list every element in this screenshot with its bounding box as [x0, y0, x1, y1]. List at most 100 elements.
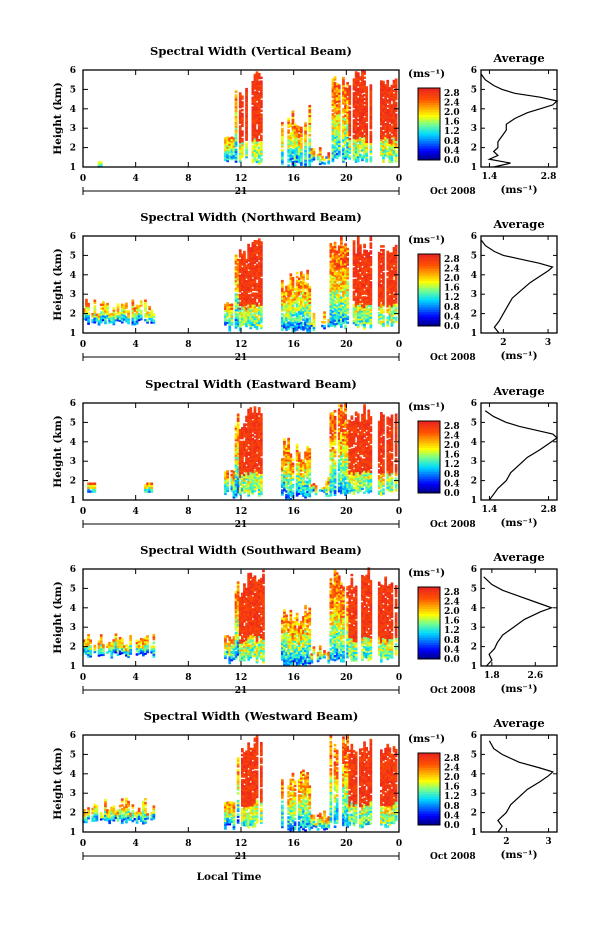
heatmap-cell: [224, 482, 227, 486]
heatmap-cell: [260, 452, 263, 455]
heatmap-cell: [224, 492, 227, 496]
colorbar-band: [418, 285, 440, 289]
heatmap-cell: [228, 147, 232, 150]
heatmap-cell: [367, 290, 371, 294]
colorbar-tick-label: 2.0: [444, 274, 460, 284]
heatmap-cell: [249, 256, 253, 260]
heatmap-cell: [245, 264, 248, 268]
heatmap-cell: [253, 478, 257, 481]
heatmap-cell: [344, 114, 347, 117]
heatmap-cell: [247, 303, 250, 307]
heatmap-cell: [356, 136, 360, 139]
heatmap-cell: [335, 271, 339, 275]
heatmap-cell: [238, 489, 242, 492]
heatmap-cell: [236, 270, 240, 273]
heatmap-cell: [238, 326, 242, 330]
heatmap-cell: [384, 90, 387, 93]
heatmap-cell: [314, 485, 318, 488]
heatmap-cell: [342, 300, 345, 303]
heatmap-cell: [333, 245, 337, 248]
heatmap-cell: [224, 152, 227, 156]
heatmap-cell: [241, 112, 244, 116]
heatmap-cell: [333, 301, 337, 305]
heatmap-cell: [104, 312, 107, 315]
heatmap-cell: [257, 482, 261, 486]
heatmap-cell: [251, 449, 255, 452]
heatmap-cell: [245, 148, 248, 151]
heatmap-cell: [367, 281, 371, 284]
heatmap-cell: [384, 115, 387, 118]
heatmap-cell: [333, 251, 337, 254]
heatmap-cell: [251, 133, 255, 136]
heatmap-cell: [354, 302, 358, 305]
heatmap-cell: [329, 464, 333, 468]
heatmap-cell: [243, 312, 246, 316]
heatmap-cell: [241, 276, 244, 280]
heatmap-cell: [390, 125, 394, 128]
heatmap-cell: [356, 244, 360, 247]
heatmap-cell: [354, 257, 358, 260]
heatmap-cell: [354, 131, 358, 134]
heatmap-cell: [329, 445, 333, 448]
heatmap-cell: [139, 310, 143, 313]
heatmap-cell: [329, 482, 333, 485]
heatmap-cell: [251, 321, 255, 324]
heatmap-cell: [249, 411, 253, 414]
heatmap-cell: [354, 150, 358, 154]
heatmap-cell: [377, 292, 381, 295]
heatmap-cell: [251, 447, 255, 450]
heatmap-cell: [241, 487, 244, 490]
heatmap-cell: [306, 277, 309, 280]
heatmap-cell: [354, 152, 358, 156]
heatmap-cell: [144, 305, 147, 308]
heatmap-cell: [228, 317, 232, 320]
heatmap-cell: [329, 245, 333, 248]
heatmap-cell: [308, 145, 312, 149]
heatmap-cell: [257, 117, 261, 120]
heatmap-cell: [386, 134, 390, 137]
heatmap-cell: [340, 447, 343, 450]
heatmap-cell: [354, 100, 358, 103]
heatmap-cell: [255, 131, 259, 134]
heatmap-cell: [236, 282, 240, 285]
heatmap-cell: [293, 325, 297, 328]
heatmap-cell: [257, 314, 261, 317]
heatmap-cell: [260, 488, 263, 492]
heatmap-cell: [224, 154, 227, 158]
heatmap-cell: [224, 145, 227, 148]
heatmap-cell: [247, 257, 250, 260]
heatmap-cell: [346, 113, 349, 116]
heatmap-cell: [363, 298, 366, 301]
heatmap-cell: [289, 287, 293, 290]
heatmap-cell: [104, 321, 107, 325]
heatmap-cell: [236, 477, 240, 481]
heatmap-cell: [241, 300, 244, 303]
heatmap-cell: [285, 457, 288, 460]
heatmap-cell: [131, 303, 135, 306]
heatmap-cell: [297, 143, 301, 146]
heatmap-cell: [331, 487, 335, 491]
heatmap-cell: [318, 151, 322, 154]
heatmap-cell: [234, 467, 238, 471]
heatmap-cell: [251, 416, 255, 419]
heatmap-cell: [361, 304, 364, 307]
heatmap-cell: [394, 289, 398, 292]
heatmap-cell: [384, 128, 387, 132]
heatmap-cell: [388, 104, 392, 108]
heatmap-cell: [306, 291, 309, 294]
heatmap-cell: [255, 449, 259, 453]
heatmap-cell: [125, 306, 128, 309]
heatmap-cell: [144, 486, 147, 489]
heatmap-cell: [260, 254, 263, 258]
heatmap-cell: [354, 78, 358, 82]
heatmap-cell: [283, 450, 286, 453]
heatmap-cell: [394, 318, 398, 322]
heatmap-cell: [251, 275, 255, 278]
heatmap-cell: [337, 262, 341, 266]
heatmap-cell: [257, 490, 261, 493]
heatmap-cell: [281, 299, 284, 302]
heatmap-cell: [342, 275, 345, 278]
heatmap-cell: [285, 476, 288, 480]
heatmap-cell: [291, 139, 295, 143]
heatmap-cell: [241, 483, 244, 486]
